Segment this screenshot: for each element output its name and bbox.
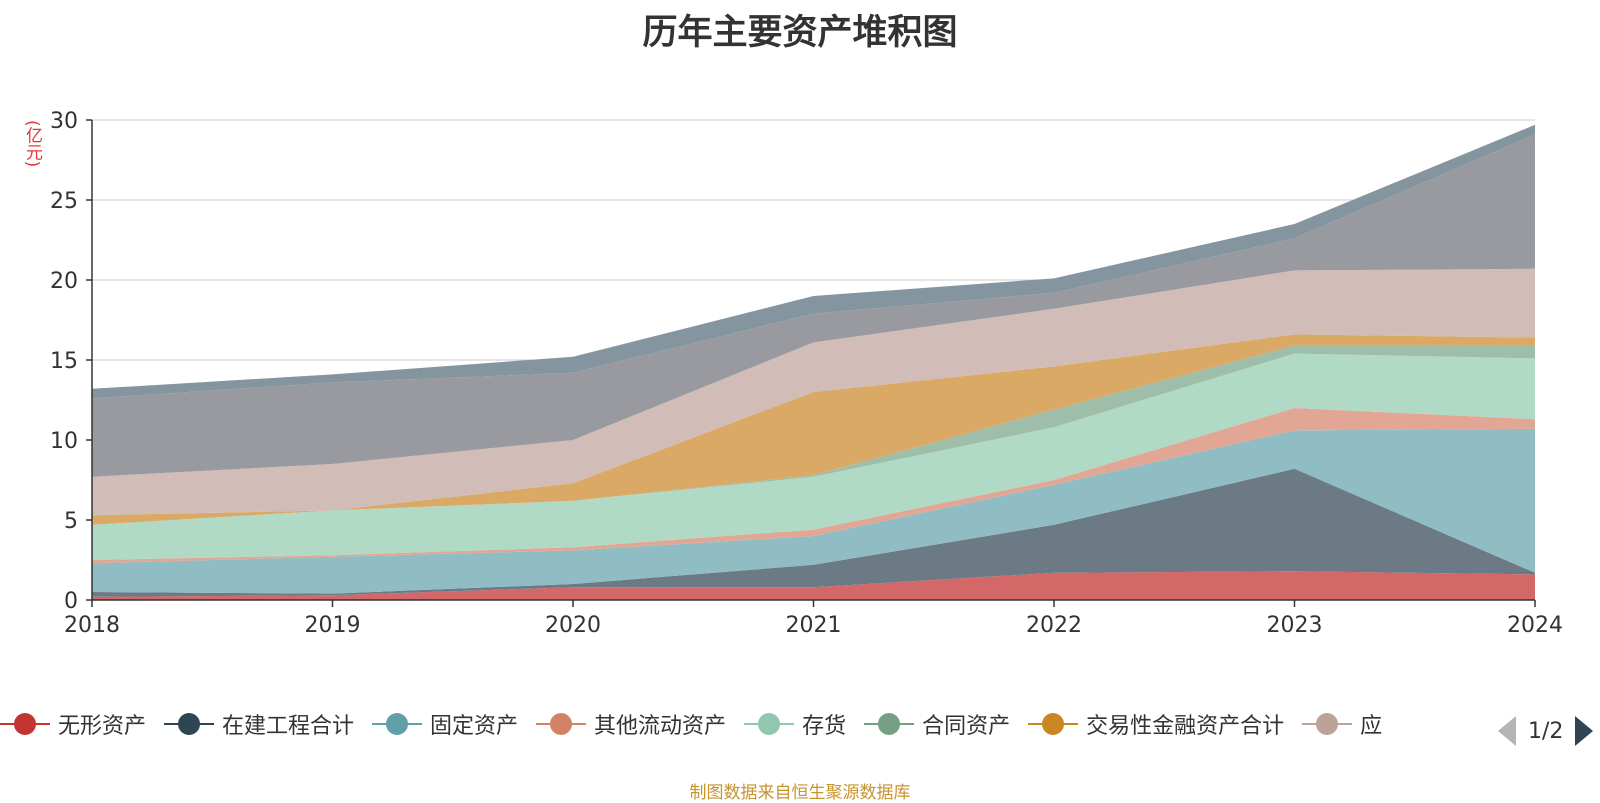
y-axis-unit: (亿元) [22,120,42,168]
legend-marker-icon [536,712,587,736]
legend-item-3[interactable]: 其他流动资产 [536,708,726,740]
y-tick-label-0: 0 [64,589,78,614]
legend-label: 固定资产 [430,714,519,739]
legend-marker-icon [372,712,423,736]
area-series-0[interactable] [92,571,1535,600]
area-series-6[interactable] [92,334,1535,525]
stacked-area-chart: 0 5 10 15 20 25 30 2018 2019 2020 2021 2022 2023 2024 [50,109,1563,638]
x-tick-label-0: 2018 [64,613,120,638]
legend-label: 无形资产 [58,714,147,739]
legend-item-7[interactable]: 应 [1302,708,1382,740]
legend-item-5[interactable]: 合同资产 [864,708,1010,740]
y-tick-label-5: 25 [50,189,78,214]
legend-label: 存货 [802,714,847,739]
legend-marker-icon [1302,712,1353,736]
y-tick-label-6: 30 [50,109,78,134]
legend-label: 交易性金融资产合计 [1086,714,1285,739]
y-tick-label-2: 10 [50,429,78,454]
area-series-4[interactable] [92,353,1535,560]
page-indicator: 1/2 [1528,718,1564,744]
legend-item-0[interactable]: 无形资产 [0,708,146,740]
y-tick-label-3: 15 [50,349,78,374]
legend: 无形资产 在建工程合计 固定资产 其他流动资产 存货 合同资产 交易性金融资产合计 应 [0,708,1465,748]
legend-marker-icon [164,712,215,736]
legend-item-6[interactable]: 交易性金融资产合计 [1028,708,1284,740]
area-series-3[interactable] [92,408,1535,564]
x-tick-label-4: 2022 [1026,613,1082,638]
area-series-1[interactable] [92,468,1535,597]
prev-page-icon[interactable] [1498,716,1516,746]
x-tick-label-6: 2024 [1507,613,1563,638]
data-source-note: 制图数据来自恒生聚源数据库 [689,783,911,803]
legend-marker-icon [864,712,915,736]
legend-marker-icon [1028,712,1079,736]
y-tick-label-1: 5 [64,509,78,534]
legend-marker-icon [0,712,50,736]
y-tick-label-4: 20 [50,269,78,294]
next-page-icon[interactable] [1575,716,1594,746]
legend-label: 在建工程合计 [222,714,355,739]
axes: 0 5 10 15 20 25 30 2018 2019 2020 2021 2022 2023 2024 [50,109,1563,638]
area-series-7[interactable] [92,268,1535,516]
x-tick-label-1: 2019 [305,613,361,638]
legend-label: 其他流动资产 [594,714,727,739]
area-series-5[interactable] [92,345,1535,525]
x-tick-label-5: 2023 [1267,613,1323,638]
chart-title: 历年主要资产堆积图 [642,13,958,53]
x-tick-label-3: 2021 [786,613,842,638]
legend-label: 合同资产 [922,714,1011,739]
legend-pager: 1/2 [1498,716,1594,746]
area-series-2[interactable] [92,428,1535,594]
legend-item-2[interactable]: 固定资产 [372,708,518,740]
legend-marker-icon [744,712,795,736]
legend-label: 应 [1360,714,1383,739]
area-series-8[interactable] [92,134,1535,477]
legend-item-4[interactable]: 存货 [744,708,846,740]
legend-item-1[interactable]: 在建工程合计 [164,708,354,740]
x-tick-label-2: 2020 [545,613,601,638]
area-series [92,124,1535,600]
